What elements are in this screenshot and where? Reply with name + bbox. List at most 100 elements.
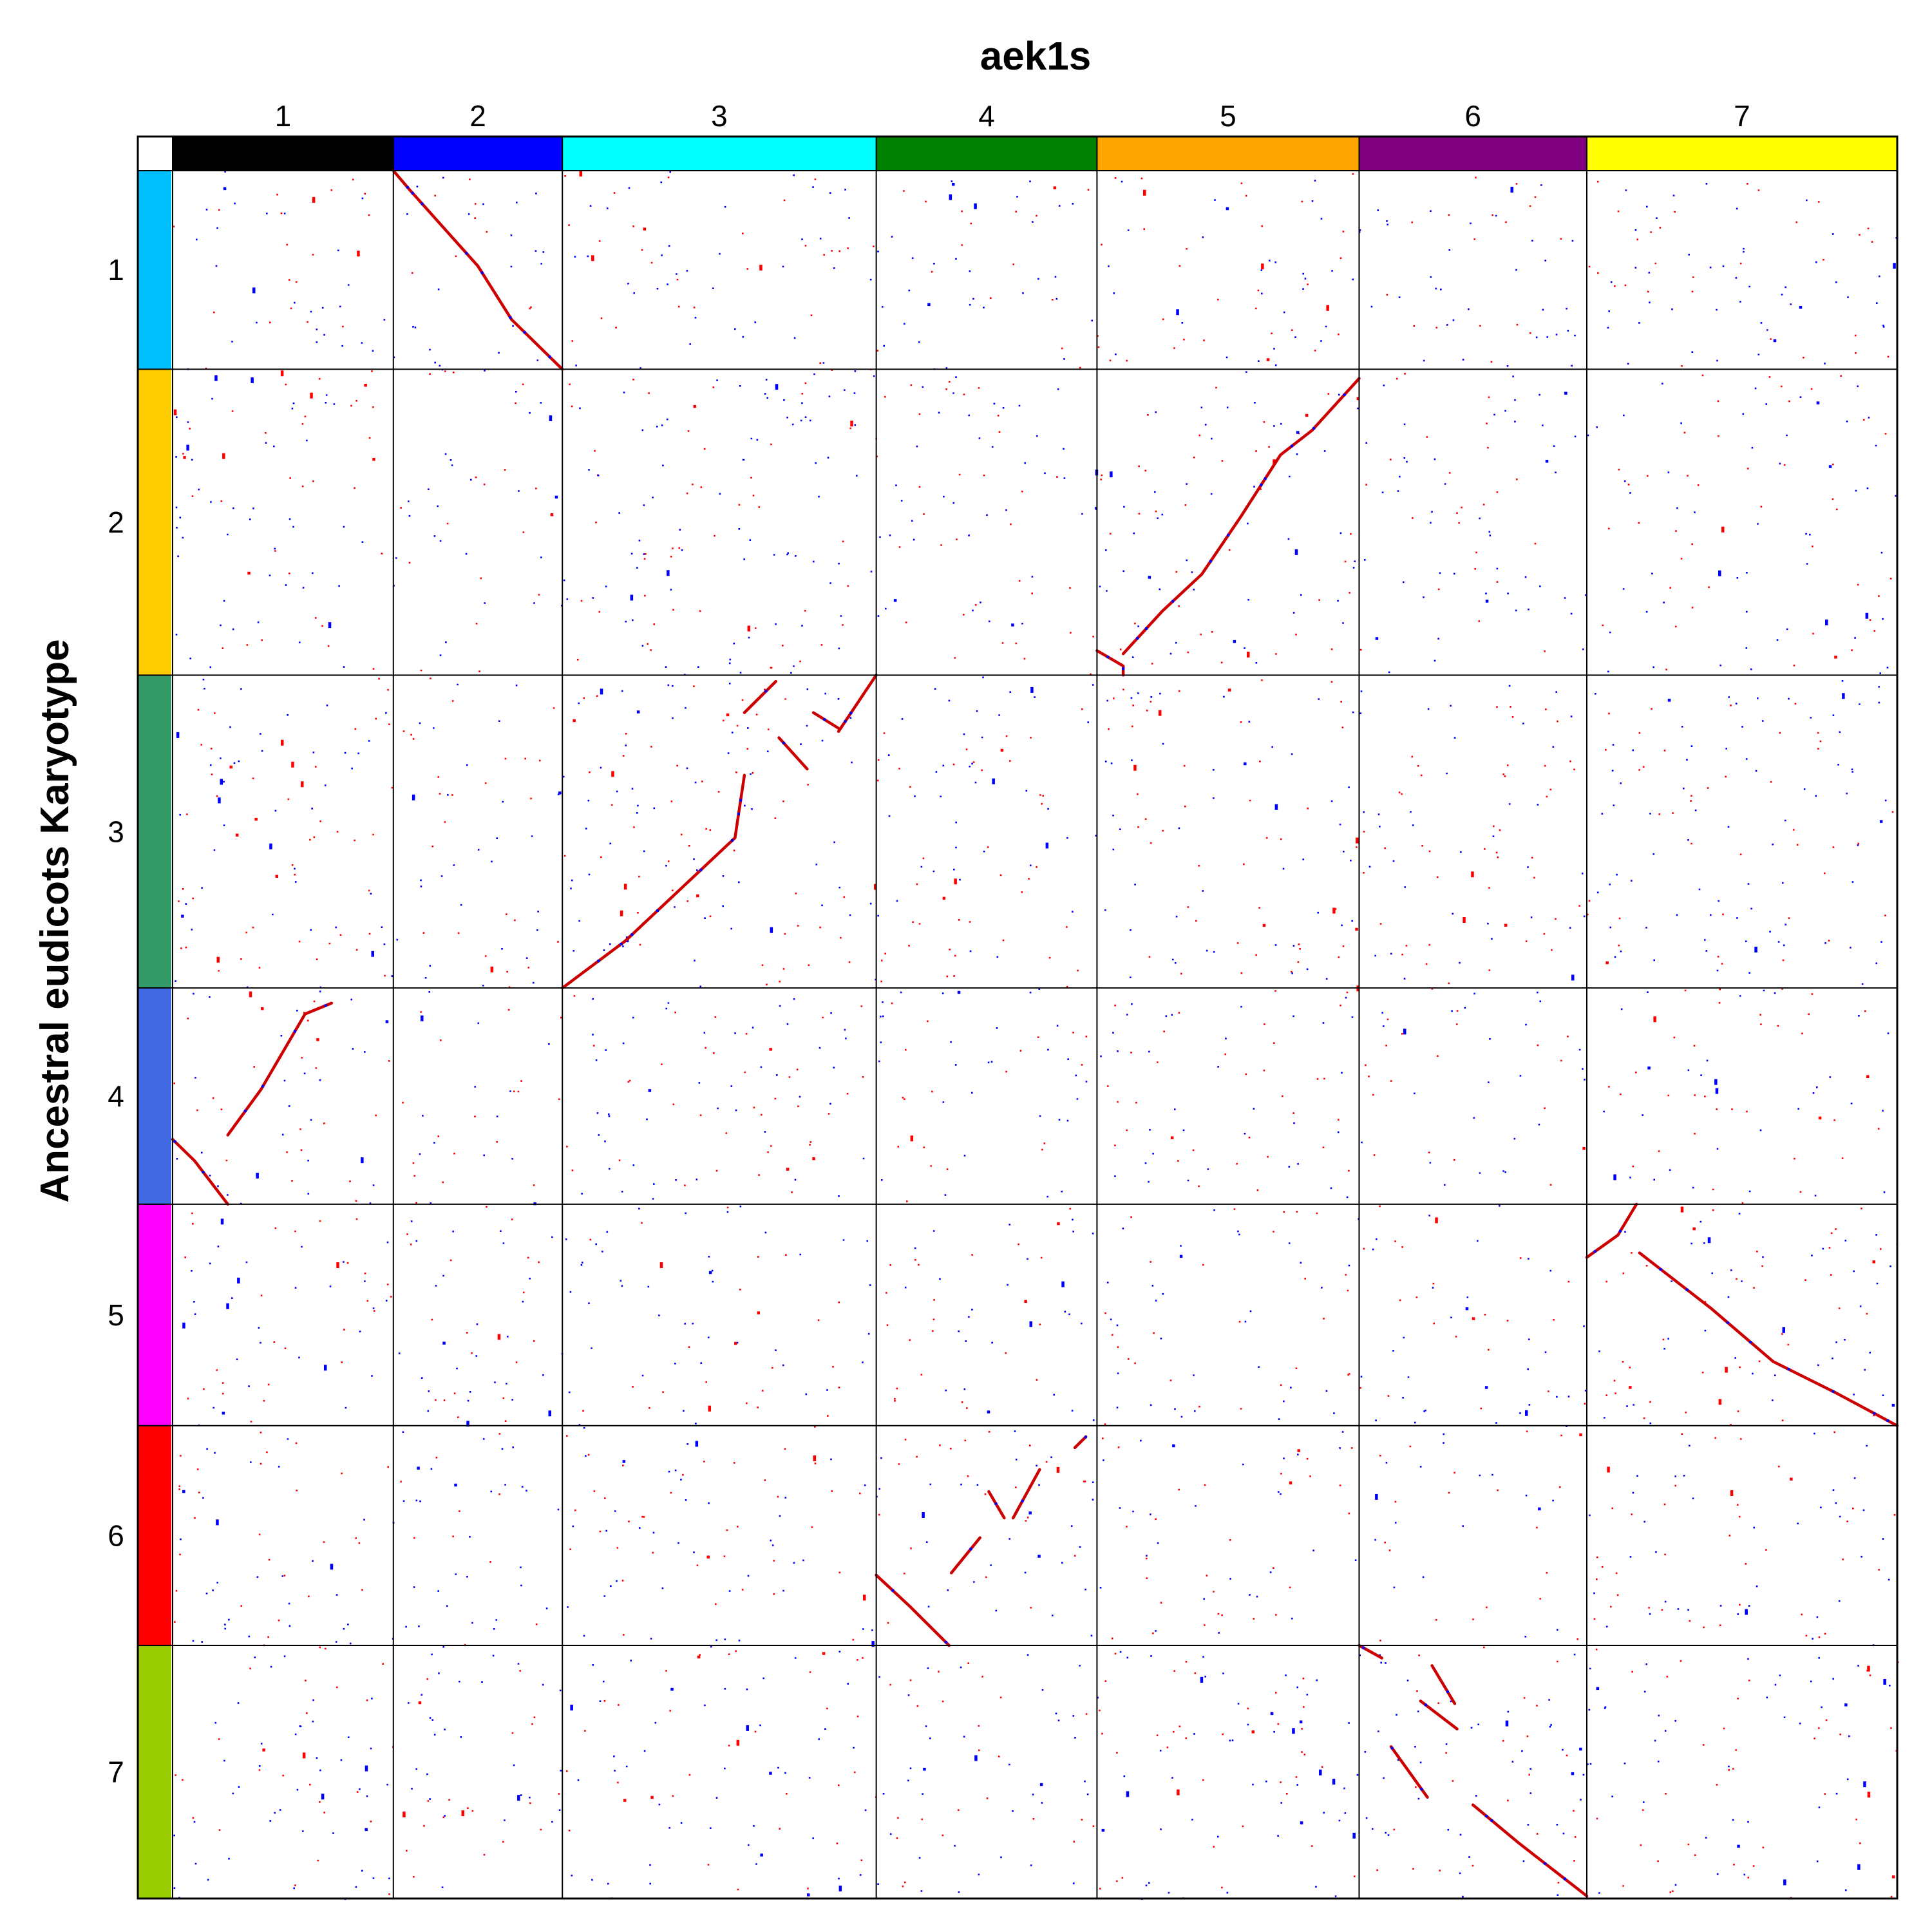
- syntenic-block-line: [1471, 1803, 1589, 1898]
- corner-cell: [138, 137, 171, 170]
- syntenic-block-point: [1886, 1419, 1889, 1422]
- syntenic-block-point: [1564, 1877, 1566, 1880]
- y-tick-label: 4: [108, 1079, 124, 1113]
- syntenic-block-point: [1873, 1412, 1876, 1415]
- syntenic-block-point: [1685, 1288, 1689, 1291]
- syntenic-block-point: [509, 316, 512, 319]
- x-tick-label: 2: [469, 99, 486, 133]
- noise-points: [173, 171, 1899, 1900]
- syntenic-block-point: [1084, 1435, 1087, 1439]
- syntenic-block-point: [737, 812, 740, 815]
- syntenic-block-point: [782, 741, 785, 744]
- syntenic-block-point: [173, 1140, 176, 1143]
- y-chromosome-bar-3: [138, 675, 171, 989]
- syntenic-block-point: [844, 720, 847, 723]
- syntenic-block-point: [1291, 444, 1294, 448]
- syntenic-block-line: [1121, 377, 1361, 656]
- syntenic-block-point: [293, 1030, 296, 1033]
- x-tick-label: 4: [978, 99, 995, 133]
- y-tick-labels: 1 2 3 4 5 6 7: [108, 253, 124, 1788]
- syntenic-block-point: [548, 355, 551, 359]
- syntenic-block-line: [949, 1536, 981, 1575]
- syntenic-block-line: [1638, 1251, 1899, 1428]
- syntenic-block-point: [764, 690, 768, 693]
- syntenic-block-point: [480, 271, 484, 274]
- y-axis-label: Ancestral eudicots Karyotype: [33, 639, 77, 1202]
- syntenic-block-point: [969, 1548, 972, 1551]
- syntenic-block-point: [324, 1004, 327, 1007]
- syntenic-block-point: [421, 202, 424, 205]
- syntenic-block-line: [837, 674, 878, 734]
- syntenic-block-line: [392, 169, 564, 371]
- syntenic-block-line: [1585, 1202, 1638, 1259]
- syntenic-block-point: [1145, 627, 1148, 630]
- syntenic-block-point: [1544, 1862, 1547, 1865]
- syntenic-block-point: [1446, 1690, 1449, 1693]
- x-tick-labels: 1 2 3 4 5 6 7: [275, 99, 1750, 133]
- y-chromosome-bar-1: [138, 171, 171, 370]
- syntenic-block-point: [1659, 1268, 1662, 1271]
- noise-dots-blue: [173, 171, 1898, 1900]
- syntenic-block-point: [944, 1641, 947, 1644]
- x-chromosome-bar-6: [1359, 137, 1587, 171]
- x-tick-label: 6: [1464, 99, 1481, 133]
- y-chromosome-bars: [138, 171, 171, 1899]
- x-chromosome-bar-3: [562, 137, 876, 171]
- syntenic-block-point: [1593, 1250, 1596, 1253]
- syntenic-block-point: [1122, 667, 1125, 670]
- syntenic-block-point: [1787, 1368, 1790, 1371]
- syntenic-block-point: [243, 1110, 247, 1113]
- syntenic-block-point: [202, 1171, 205, 1173]
- plot-frame: [137, 135, 1899, 1900]
- syntenic-block-point: [1171, 600, 1175, 603]
- syntenic-block-point: [261, 1084, 265, 1088]
- y-tick-label: 5: [108, 1298, 124, 1332]
- syntenic-block-point: [656, 909, 659, 912]
- x-chromosome-bar-2: [393, 137, 563, 171]
- y-tick-label: 1: [108, 253, 124, 287]
- y-tick-label: 3: [108, 815, 124, 848]
- syntenic-block-point: [731, 839, 734, 842]
- syntenic-block-point: [1136, 637, 1139, 640]
- y-chromosome-bar-7: [138, 1645, 171, 1899]
- syntenic-block-point: [1619, 1229, 1622, 1233]
- syntenic-block-point: [1106, 656, 1110, 659]
- x-tick-label: 5: [1220, 99, 1236, 133]
- syntenic-block-point: [823, 718, 826, 721]
- syntenic-block-point: [1390, 1747, 1394, 1750]
- syntenic-block-point: [994, 1502, 998, 1505]
- syntenic-block-point: [620, 942, 623, 945]
- syntenic-block-line: [811, 711, 840, 730]
- syntenic-block-point: [1485, 1815, 1488, 1818]
- y-tick-label: 6: [108, 1519, 124, 1552]
- y-tick-label: 2: [108, 506, 124, 539]
- x-tick-label: 1: [275, 99, 292, 133]
- syntenic-block-point: [523, 331, 526, 334]
- syntenic-block-point: [406, 185, 409, 189]
- x-chromosome-bar-7: [1586, 137, 1897, 171]
- syntenic-block-point: [699, 868, 703, 871]
- syntenic-block-point: [411, 191, 414, 194]
- y-chromosome-bar-2: [138, 369, 171, 676]
- syntenic-block-line: [875, 1573, 951, 1647]
- grid-lines: [138, 137, 1897, 1899]
- syntenic-block-point: [739, 799, 743, 802]
- syntenic-block-point: [597, 960, 600, 963]
- syntenic-block-point: [1343, 393, 1346, 396]
- syntenic-block-line: [743, 679, 777, 714]
- syntenic-block-point: [1749, 1341, 1752, 1343]
- syntenic-block-point: [630, 933, 634, 936]
- y-chromosome-bar-6: [138, 1425, 171, 1645]
- syntenic-block-point: [1312, 427, 1316, 430]
- x-chromosome-bar-1: [173, 137, 393, 171]
- y-chromosome-bar-5: [138, 1204, 171, 1426]
- syntenic-block-point: [465, 252, 468, 255]
- syntenic-block-point: [1832, 1390, 1835, 1393]
- syntenic-block-line: [560, 773, 746, 990]
- syntenic-block-line: [1011, 1468, 1041, 1520]
- syntenic-block-point: [1021, 1499, 1024, 1502]
- syntenic-blocks: [171, 169, 1899, 1898]
- syntenic-block-point: [1260, 484, 1263, 487]
- syntenic-block-point: [1362, 1646, 1365, 1649]
